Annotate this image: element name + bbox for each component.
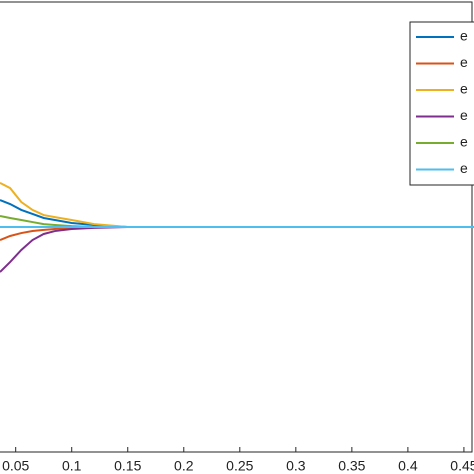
x-tick-label: 0.05 <box>2 458 29 474</box>
legend-label: e <box>460 81 468 97</box>
legend-label: e <box>460 160 468 176</box>
x-tick-label: 0.3 <box>286 458 306 474</box>
legend-box <box>409 21 474 186</box>
x-tick-label: 0.4 <box>398 458 418 474</box>
x-tick-label: 0.15 <box>114 458 141 474</box>
x-tick-label: 0.35 <box>338 458 365 474</box>
x-tick-label: 0.25 <box>226 458 253 474</box>
x-tick-label: 0.2 <box>174 458 194 474</box>
legend-label: e <box>460 107 468 123</box>
x-tick-label: 0.1 <box>62 458 82 474</box>
legend-label: e <box>460 134 468 150</box>
x-tick-label: 0.45 <box>450 458 474 474</box>
legend-label: e <box>460 28 468 44</box>
legend-label: e <box>460 54 468 70</box>
